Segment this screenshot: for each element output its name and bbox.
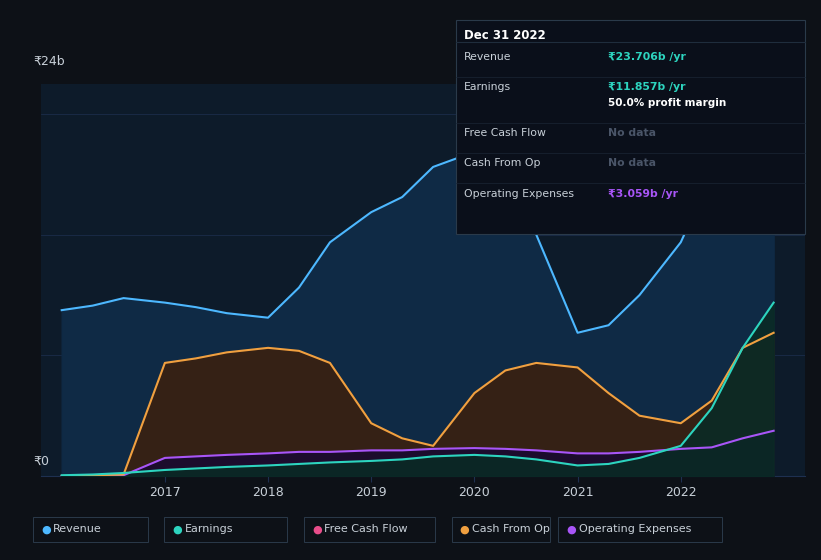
Text: Revenue: Revenue xyxy=(464,52,511,62)
Text: Earnings: Earnings xyxy=(185,524,233,534)
Bar xyxy=(737,84,768,476)
Text: No data: No data xyxy=(608,158,655,169)
Text: Cash From Op: Cash From Op xyxy=(464,158,540,169)
Text: Earnings: Earnings xyxy=(464,82,511,92)
Text: No data: No data xyxy=(608,128,655,138)
Text: ●: ● xyxy=(312,524,322,534)
Text: Revenue: Revenue xyxy=(53,524,102,534)
Text: ●: ● xyxy=(41,524,51,534)
Text: ●: ● xyxy=(460,524,470,534)
Text: Dec 31 2022: Dec 31 2022 xyxy=(464,29,546,42)
Text: ₹24b: ₹24b xyxy=(34,55,65,68)
Text: Operating Expenses: Operating Expenses xyxy=(579,524,691,534)
Text: ₹11.857b /yr: ₹11.857b /yr xyxy=(608,82,685,92)
Text: ₹23.706b /yr: ₹23.706b /yr xyxy=(608,52,686,62)
Text: Free Cash Flow: Free Cash Flow xyxy=(324,524,408,534)
Text: Free Cash Flow: Free Cash Flow xyxy=(464,128,546,138)
Text: ₹0: ₹0 xyxy=(34,455,49,468)
Text: ●: ● xyxy=(172,524,182,534)
Text: Operating Expenses: Operating Expenses xyxy=(464,189,574,199)
Text: Cash From Op: Cash From Op xyxy=(472,524,550,534)
Text: ₹3.059b /yr: ₹3.059b /yr xyxy=(608,189,677,199)
Text: 50.0% profit margin: 50.0% profit margin xyxy=(608,98,726,108)
Text: ●: ● xyxy=(566,524,576,534)
